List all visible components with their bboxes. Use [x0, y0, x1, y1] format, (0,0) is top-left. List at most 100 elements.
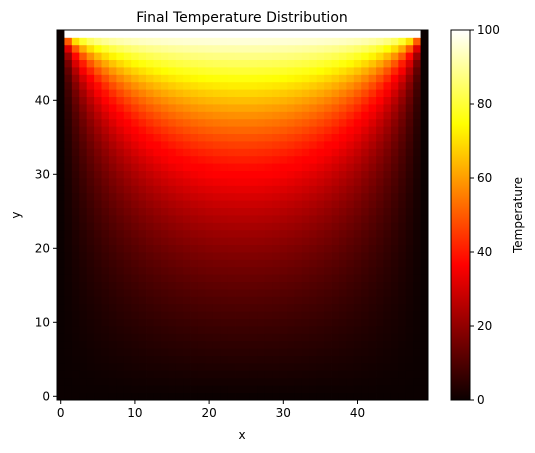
heatmap-cell [249, 67, 258, 75]
heatmap-cell [338, 185, 347, 194]
heatmap-cell [175, 170, 184, 179]
heatmap-cell [279, 178, 288, 186]
heatmap-cell [272, 44, 280, 53]
heatmap-cell [376, 89, 384, 97]
heatmap-cell [309, 229, 318, 238]
heatmap-cell [405, 126, 414, 134]
heatmap-cell [79, 178, 88, 186]
heatmap-cell [183, 355, 191, 364]
heatmap-cell [175, 215, 184, 223]
heatmap-cell [346, 326, 355, 334]
heatmap-cell [301, 30, 310, 38]
heatmap-cell [160, 274, 169, 282]
heatmap-cell [405, 118, 414, 127]
heatmap-cell [420, 96, 429, 105]
heatmap-cell [71, 296, 80, 305]
heatmap-cell [168, 311, 177, 319]
heatmap-cell [249, 259, 258, 268]
heatmap-cell [190, 148, 199, 157]
heatmap-cell [376, 252, 384, 260]
heatmap-cell [160, 244, 169, 253]
heatmap-cell [190, 126, 199, 134]
heatmap-cell [205, 348, 214, 356]
heatmap-cell [368, 185, 377, 194]
heatmap-cell [346, 118, 355, 127]
heatmap-cell [390, 244, 399, 253]
heatmap-cell [235, 163, 243, 171]
heatmap-cell [353, 303, 362, 312]
heatmap-cell [227, 133, 236, 142]
heatmap-cell [242, 126, 251, 134]
heatmap-cell [101, 355, 110, 364]
heatmap-cell [227, 289, 236, 297]
heatmap-cell [383, 89, 392, 97]
heatmap-cell [138, 89, 147, 97]
heatmap-cell [101, 340, 110, 349]
heatmap-cell [146, 289, 154, 297]
heatmap-cell [160, 229, 169, 238]
heatmap-cell [220, 326, 229, 334]
heatmap-cell [331, 348, 340, 356]
heatmap-cell [413, 311, 421, 319]
heatmap-cell [160, 303, 169, 312]
heatmap-cell [346, 215, 355, 223]
heatmap-cell [190, 289, 199, 297]
heatmap-cell [249, 370, 258, 379]
heatmap-cell [272, 52, 280, 60]
heatmap-cell [71, 89, 80, 97]
heatmap-cell [413, 318, 421, 327]
heatmap-cell [257, 222, 266, 231]
heatmap-cell [287, 244, 295, 253]
heatmap-cell [57, 96, 65, 105]
heatmap-cell [94, 111, 102, 120]
heatmap-cell [287, 126, 295, 134]
heatmap-cell [301, 348, 310, 356]
heatmap-cell [405, 163, 414, 171]
heatmap-cell [190, 141, 199, 149]
heatmap-cell [294, 326, 303, 334]
heatmap-cell [79, 303, 88, 312]
heatmap-cell [116, 67, 125, 75]
heatmap-cell [197, 133, 206, 142]
heatmap-cell [160, 385, 169, 393]
heatmap-cell [294, 170, 303, 179]
heatmap-cell [64, 326, 73, 334]
heatmap-cell [86, 148, 95, 157]
heatmap-cell [205, 215, 214, 223]
heatmap-cell [138, 237, 147, 245]
heatmap-cell [227, 67, 236, 75]
heatmap-cell [101, 222, 110, 231]
heatmap-cell [57, 363, 65, 371]
heatmap-cell [146, 170, 154, 179]
heatmap-cell [264, 326, 273, 334]
heatmap-cell [227, 303, 236, 312]
heatmap-cell [309, 104, 318, 112]
heatmap-cell [183, 44, 191, 53]
heatmap-cell [338, 274, 347, 282]
heatmap-cell [405, 215, 414, 223]
heatmap-cell [138, 104, 147, 112]
heatmap-cell [257, 281, 266, 290]
heatmap-cell [353, 81, 362, 90]
heatmap-cell [294, 192, 303, 201]
heatmap-cell [175, 222, 184, 231]
heatmap-cell [264, 215, 273, 223]
heatmap-cell [71, 377, 80, 386]
heatmap-cell [361, 104, 370, 112]
heatmap-cell [413, 207, 421, 216]
heatmap-cell [160, 170, 169, 179]
heatmap-cell [338, 303, 347, 312]
heatmap-cell [57, 111, 65, 120]
heatmap-cell [160, 222, 169, 231]
heatmap-cell [197, 281, 206, 290]
heatmap-cell [86, 155, 95, 164]
heatmap-cell [94, 44, 102, 53]
heatmap-cell [227, 141, 236, 149]
heatmap-cell [197, 215, 206, 223]
heatmap-cell [168, 30, 177, 38]
heatmap-cell [346, 30, 355, 38]
heatmap-cell [227, 148, 236, 157]
heatmap-cell [338, 326, 347, 334]
heatmap-cell [413, 52, 421, 60]
heatmap-cell [101, 170, 110, 179]
